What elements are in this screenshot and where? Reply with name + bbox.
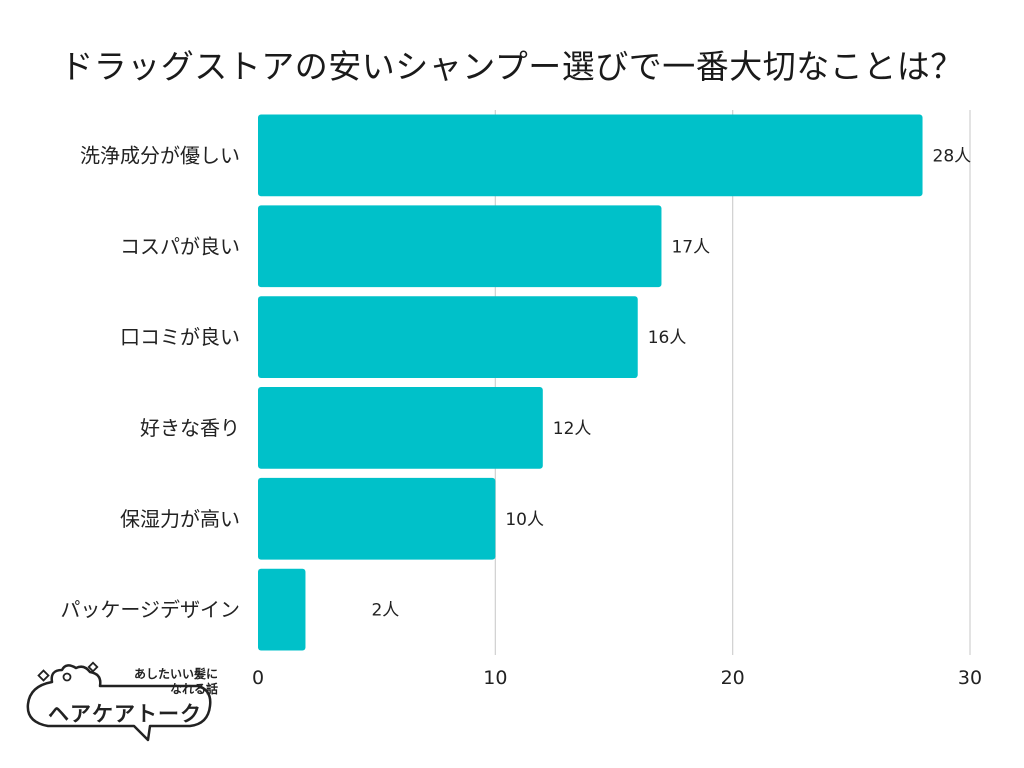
value-label: 12人 [553, 419, 592, 439]
bar [258, 477, 496, 560]
category-label: コスパが良い [120, 234, 240, 258]
value-label: 16人 [648, 328, 687, 348]
x-tick-label: 0 [252, 667, 264, 689]
value-label: 10人 [505, 510, 544, 530]
bar [258, 568, 306, 651]
bar [258, 205, 662, 288]
x-tick-label: 20 [721, 667, 745, 689]
brand-logo: あしたいい髪に なれる話 ヘアケアトーク [22, 660, 222, 745]
speech-bubble-icon [26, 661, 212, 742]
category-label: 口コミが良い [120, 325, 240, 349]
category-label: パッケージデザイン [60, 598, 240, 622]
chart-title: ドラッグストアの安いシャンプー選びで一番大切なことは？ [60, 47, 964, 86]
value-label: 17人 [671, 237, 710, 257]
logo-tagline-1: あしたいい髪に [133, 667, 218, 681]
logo-tagline-2: なれる話 [169, 682, 218, 696]
category-label: 好きな香り [140, 416, 240, 440]
value-label: 28人 [933, 146, 972, 166]
bars [258, 114, 923, 651]
x-tick-label: 10 [483, 667, 507, 689]
bar [258, 114, 923, 197]
x-tick-label: 30 [958, 667, 982, 689]
category-label: 保湿力が高い [120, 507, 240, 531]
bar [258, 296, 638, 378]
category-label: 洗浄成分が優しい [80, 143, 240, 167]
value-label: 2人 [371, 601, 399, 621]
logo-name: ヘアケアトーク [48, 702, 202, 726]
gridlines [494, 110, 971, 655]
bar [258, 387, 543, 469]
